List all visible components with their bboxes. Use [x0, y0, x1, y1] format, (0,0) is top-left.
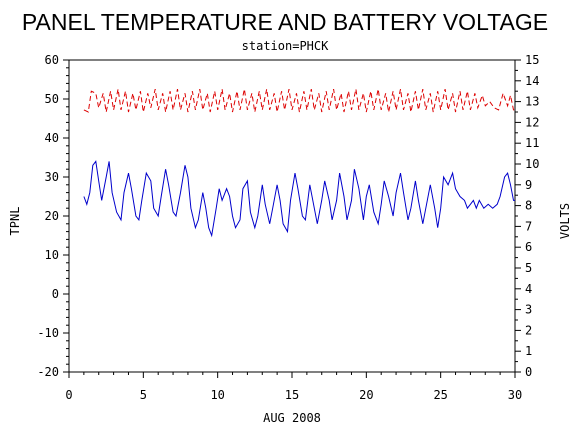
y-right-tick-label: 12 — [525, 115, 539, 129]
chart-subtitle: station=PHCK — [242, 39, 329, 53]
y-right-tick-label: 0 — [525, 365, 532, 379]
y-right-tick-label: 1 — [525, 344, 532, 358]
y-left-tick-label: 40 — [45, 131, 59, 145]
y-right-tick-label: 15 — [525, 53, 539, 67]
y-right-tick-label: 8 — [525, 199, 532, 213]
y-left-tick-label: 60 — [45, 53, 59, 67]
axis-ticks: 0 5 10 15 20 25 30-20-100102030405060012345678… — [37, 53, 539, 402]
y-left-tick-label: 0 — [52, 287, 59, 301]
x-tick-label: 15 — [285, 388, 299, 402]
panel-temperature-line — [83, 160, 515, 238]
y-right-tick-label: 13 — [525, 95, 539, 109]
x-tick-label: 20 — [359, 388, 373, 402]
y-right-tick-label: 3 — [525, 303, 532, 317]
y-left-tick-label: 30 — [45, 170, 59, 184]
y-left-tick-label: -10 — [37, 326, 59, 340]
series-layer — [83, 88, 515, 238]
x-tick-label: 10 — [210, 388, 224, 402]
y-axis-label-right: VOLTS — [558, 203, 570, 239]
y-right-tick-label: 5 — [525, 261, 532, 275]
y-right-tick-label: 14 — [525, 74, 539, 88]
y-axis-label-left: TPNL — [8, 207, 22, 236]
y-right-tick-label: 10 — [525, 157, 539, 171]
y-left-tick-label: 50 — [45, 92, 59, 106]
y-right-tick-label: 2 — [525, 323, 532, 337]
y-right-tick-label: 11 — [525, 136, 539, 150]
x-tick-label: 25 — [433, 388, 447, 402]
y-right-tick-label: 4 — [525, 282, 532, 296]
x-tick-label: 5 — [140, 388, 147, 402]
battery-voltage-line — [83, 88, 515, 113]
x-axis-label: AUG 2008 — [263, 411, 321, 425]
x-tick-label: 0 — [65, 388, 72, 402]
y-left-tick-label: 10 — [45, 248, 59, 262]
x-tick-label: 30 — [508, 388, 522, 402]
y-right-tick-label: 6 — [525, 240, 532, 254]
y-right-tick-label: 7 — [525, 219, 532, 233]
y-left-tick-label: -20 — [37, 365, 59, 379]
y-right-tick-label: 9 — [525, 178, 532, 192]
chart-title: PANEL TEMPERATURE AND BATTERY VOLTAGE — [22, 9, 548, 35]
y-left-tick-label: 20 — [45, 209, 59, 223]
